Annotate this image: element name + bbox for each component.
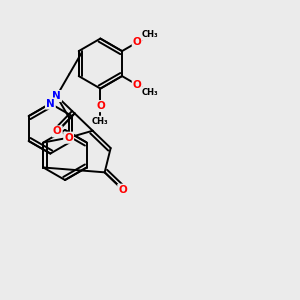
Text: O: O [133, 80, 142, 90]
Text: N: N [52, 91, 61, 101]
Text: O: O [133, 37, 142, 47]
Text: N: N [46, 98, 55, 109]
Text: CH₃: CH₃ [142, 30, 158, 39]
Text: O: O [118, 185, 127, 195]
Text: O: O [96, 101, 105, 111]
Text: O: O [53, 126, 62, 136]
Text: CH₃: CH₃ [142, 88, 158, 97]
Text: O: O [64, 133, 73, 143]
Text: CH₃: CH₃ [92, 117, 109, 126]
